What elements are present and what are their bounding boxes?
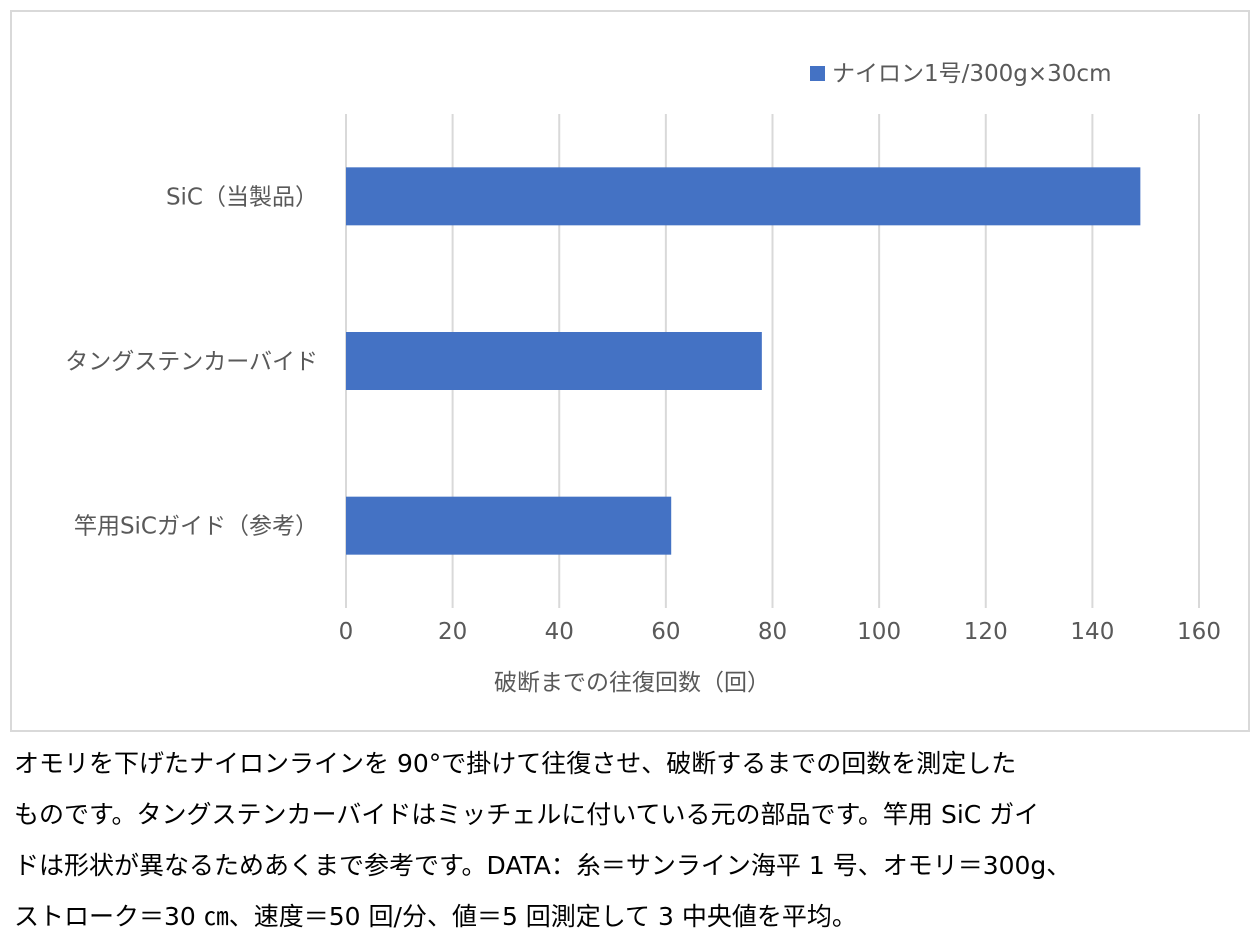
chart-frame: SiC（当製品） タングステンカーバイド竿用SiCガイド（参考） 0 20 40 60 8… bbox=[10, 10, 1250, 732]
x-tick-label-20: 20 bbox=[438, 619, 467, 645]
x-tick-label-100: 100 bbox=[857, 619, 901, 645]
bars bbox=[346, 167, 1141, 555]
category-label-2: タングステンカーバイド bbox=[65, 349, 318, 375]
x-tick-label-160: 160 bbox=[1177, 619, 1221, 645]
x-tick-label-60: 60 bbox=[651, 619, 680, 645]
x-tick-label-140: 140 bbox=[1070, 619, 1114, 645]
legend: ナイロン1号/300g×30cm bbox=[810, 61, 1111, 87]
legend-label: ナイロン1号/300g×30cm bbox=[832, 61, 1111, 87]
category-label-1: SiC（当製品） bbox=[166, 184, 318, 210]
x-tick-label-120: 120 bbox=[964, 619, 1008, 645]
x-tick-labels: 0 20 40 60 80 100 120 140 160 bbox=[339, 619, 1221, 645]
legend-swatch bbox=[810, 66, 825, 81]
bar-3 bbox=[346, 496, 672, 555]
x-tick-label-40: 40 bbox=[545, 619, 574, 645]
bar-1 bbox=[346, 167, 1141, 226]
bar-2 bbox=[346, 332, 762, 390]
x-tick-label-0: 0 bbox=[339, 619, 354, 645]
x-tick-label-80: 80 bbox=[758, 619, 787, 645]
x-axis-title: 破断までの往復回数（回） bbox=[494, 670, 770, 696]
caption-text: オモリを下げたナイロンラインを 90°で掛けて往復させ、破断するまでの回数を測定… bbox=[14, 749, 1072, 931]
category-label-3: 竿用SiCガイド（参考） bbox=[74, 514, 318, 540]
